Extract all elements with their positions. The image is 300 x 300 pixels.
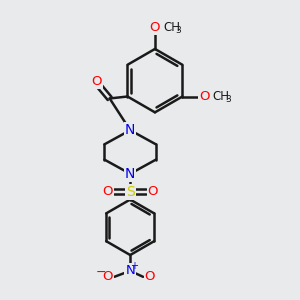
- Text: CH: CH: [163, 21, 180, 34]
- Text: CH: CH: [212, 90, 229, 103]
- Text: O: O: [150, 21, 160, 34]
- Text: O: O: [102, 270, 112, 283]
- Text: O: O: [199, 90, 209, 103]
- Text: N: N: [125, 123, 135, 137]
- Text: O: O: [145, 270, 155, 283]
- Text: 3: 3: [176, 26, 182, 34]
- Text: +: +: [130, 261, 138, 271]
- Text: O: O: [102, 185, 112, 198]
- Text: 3: 3: [225, 95, 231, 104]
- Text: S: S: [126, 184, 135, 199]
- Text: N: N: [125, 264, 135, 278]
- Text: O: O: [92, 75, 102, 88]
- Text: −: −: [95, 266, 106, 279]
- Text: O: O: [148, 185, 158, 198]
- Text: N: N: [125, 167, 135, 181]
